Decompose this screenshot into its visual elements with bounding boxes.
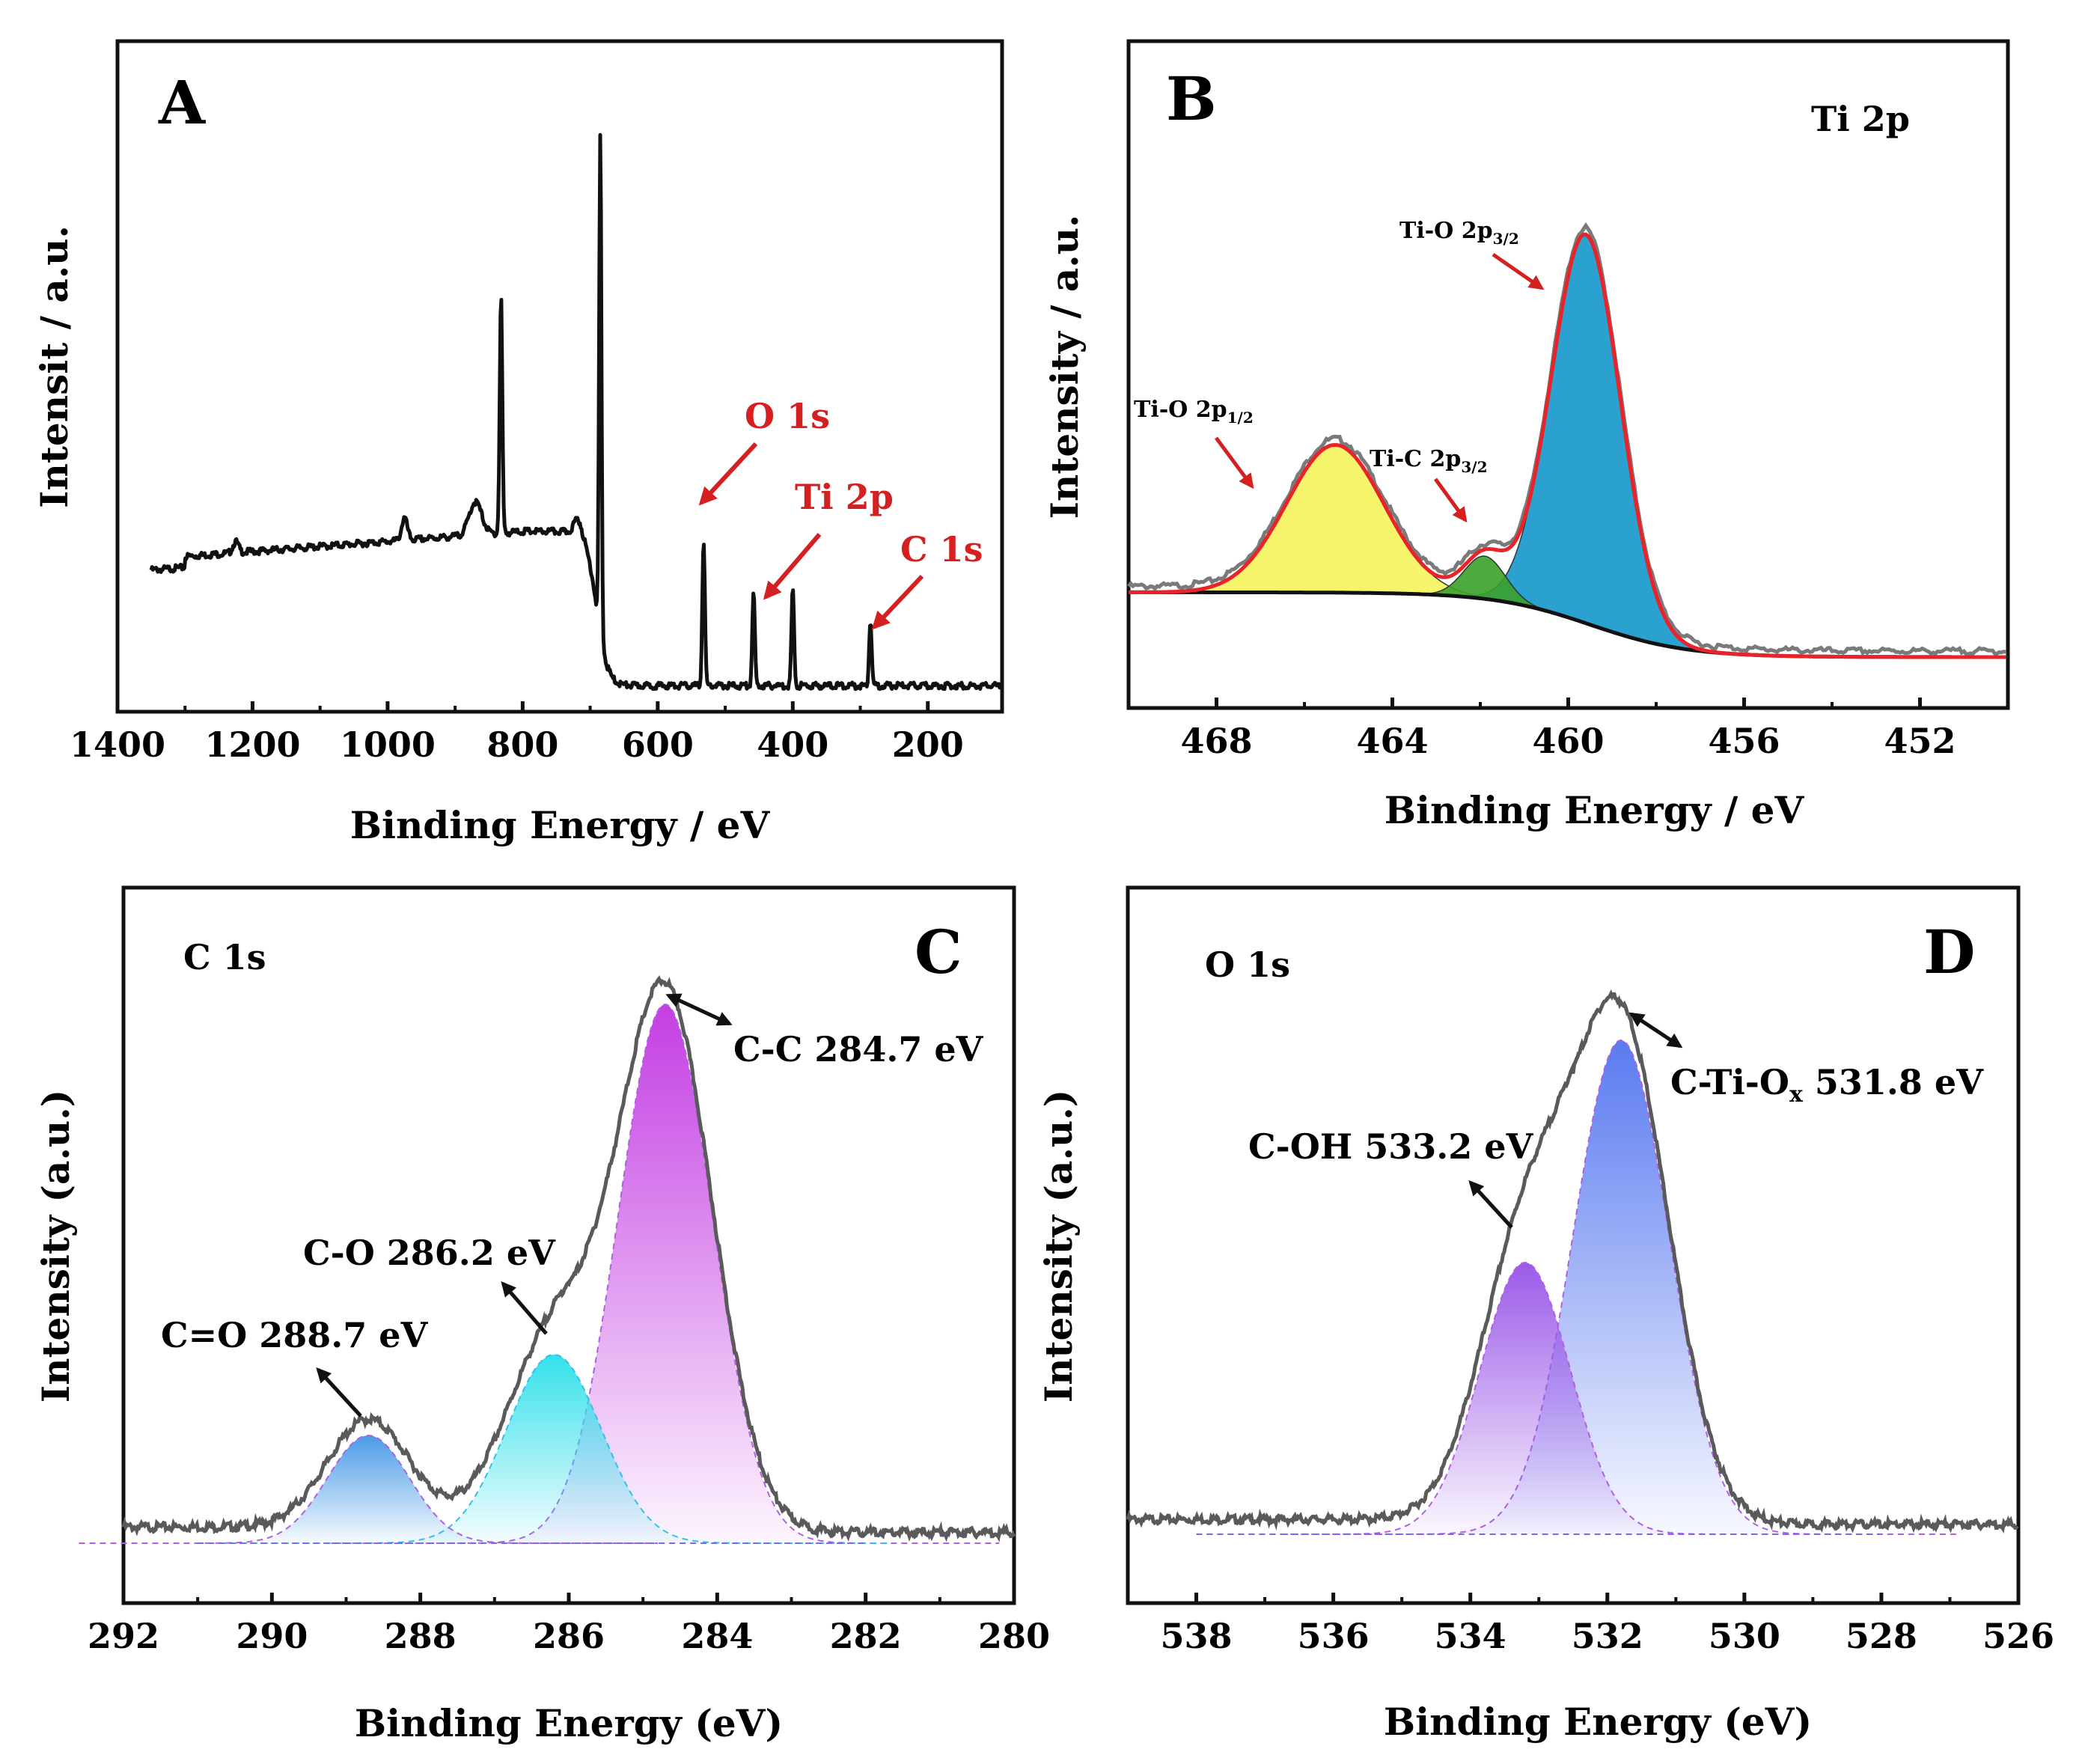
panel-d: 538 536 534 532 530 528 526 Binding Energy (eV…	[1037, 885, 2054, 1744]
x-tick-label: 200	[892, 724, 964, 765]
component-fill	[219, 1355, 888, 1543]
panel-b-fit-envelope	[1129, 232, 2006, 659]
x-tick-label: 280	[978, 1616, 1050, 1656]
panel-b-label-ti-o-2p1-2: Ti-O 2p1/2	[1134, 397, 1254, 427]
panel-a-arrow-o1s	[698, 442, 758, 506]
panel-a-annotation-c1s: C 1s	[900, 529, 983, 570]
x-tick-label: 536	[1298, 1616, 1370, 1656]
panel-a-arrow-ti2p	[763, 533, 822, 600]
panel-b-arrow-ti-o-2p1-2	[1214, 436, 1254, 489]
panel-c-label-co: C-O 286.2 eV	[303, 1233, 556, 1273]
panel-d-component-fills	[1196, 1039, 1960, 1535]
panel-b-title: Ti 2p	[1811, 99, 1910, 139]
panel-a-survey-spectrum	[149, 132, 1003, 692]
component-fill	[1282, 1040, 1960, 1534]
component-fill	[79, 1435, 658, 1543]
component-outline	[331, 1003, 1000, 1544]
x-tick-label: 530	[1709, 1616, 1780, 1656]
panel-c-x-ticks: 292 290 288 286 284 282 280	[88, 1593, 1050, 1656]
panel-a-annotation-o1s: O 1s	[745, 396, 830, 436]
panel-c-label-cc: C-C 284.7 eV	[733, 1029, 984, 1069]
panel-c-arrow-c-eq-o	[316, 1367, 362, 1417]
panel-a-x-axis-label: Binding Energy / eV	[350, 803, 771, 847]
panel-c-title: C 1s	[183, 937, 266, 977]
x-tick-label: 528	[1846, 1616, 1917, 1656]
x-tick-label: 1000	[340, 724, 436, 765]
panel-b-y-axis-label: Intensity / a.u.	[1042, 215, 1087, 519]
panel-b-letter: B	[1166, 64, 1217, 134]
panel-d-arrow-coh	[1468, 1180, 1513, 1229]
panel-d-x-ticks: 538 536 534 532 530 528 526	[1161, 1593, 2054, 1656]
x-tick-label: 286	[533, 1616, 605, 1656]
panel-c-raw-spectrum	[121, 975, 1016, 1542]
x-tick-label: 288	[385, 1616, 457, 1656]
panel-a-y-axis-label: Intensit / a.u.	[32, 225, 76, 508]
panel-a: 1400 1200 1000 800 600 400 200 Binding Energy …	[32, 39, 1004, 847]
panel-b-arrow-ti-o-2p3-2	[1492, 252, 1545, 290]
component-outline	[79, 1434, 658, 1544]
x-tick-label: 532	[1572, 1616, 1643, 1656]
x-tick-label: 282	[830, 1616, 902, 1656]
x-tick-label: 1400	[70, 724, 165, 765]
panel-b-arrow-ti-c-2p3-2	[1433, 477, 1468, 523]
x-tick-label: 600	[622, 724, 694, 765]
x-tick-label: 526	[1982, 1616, 2054, 1656]
panel-d-arrow-cti	[1628, 1012, 1683, 1049]
panel-c: 292 290 288 286 284 282 280 Binding Energy (eV…	[34, 885, 1050, 1745]
x-tick-label: 468	[1180, 721, 1252, 761]
panel-c-component-fills	[79, 1003, 1000, 1544]
panel-a-frame	[115, 39, 1004, 714]
x-tick-label: 800	[486, 724, 558, 765]
panel-c-arrow-co	[501, 1281, 548, 1335]
x-tick-label: 1200	[204, 724, 300, 765]
panel-d-raw-spectrum	[1126, 989, 2019, 1534]
panel-d-title: O 1s	[1205, 944, 1290, 985]
panel-d-y-axis-label: Intensity (a.u.)	[1037, 1090, 1081, 1403]
panel-c-letter: C	[915, 917, 962, 987]
x-tick-label: 290	[236, 1616, 308, 1656]
panel-a-letter: A	[158, 67, 206, 138]
panel-c-arrow-cc	[665, 993, 733, 1026]
panel-c-x-axis-label: Binding Energy (eV)	[355, 1701, 783, 1745]
panel-c-y-axis-label: Intensity (a.u.)	[34, 1090, 78, 1403]
x-tick-label: 460	[1532, 721, 1604, 761]
panel-a-annotation-ti2p: Ti 2p	[795, 477, 894, 517]
x-tick-label: 534	[1435, 1616, 1506, 1656]
x-tick-label: 456	[1708, 721, 1780, 761]
panel-d-label-coh: C-OH 533.2 eV	[1248, 1126, 1534, 1167]
panel-d-label-cti: C-Ti-Ox 531.8 eV	[1670, 1062, 1984, 1108]
x-tick-label: 464	[1356, 721, 1428, 761]
x-tick-label: 452	[1884, 721, 1956, 761]
x-tick-label: 284	[681, 1616, 753, 1656]
panel-b-x-ticks: 468 464 460 456 452	[1180, 698, 1956, 761]
panel-c-label-c-eq-o: C=O 288.7 eV	[161, 1315, 429, 1355]
component-fill	[331, 1004, 1000, 1543]
panel-b-label-ti-o-2p3-2: Ti-O 2p3/2	[1399, 218, 1519, 248]
panel-d-frame	[1126, 885, 2021, 1605]
x-tick-label: 400	[757, 724, 828, 765]
panel-b: 468 464 460 456 452 Binding Energy / eV Inte…	[1042, 39, 2010, 832]
x-tick-label: 538	[1161, 1616, 1233, 1656]
panel-d-letter: D	[1923, 917, 1975, 987]
x-tick-label: 292	[88, 1616, 159, 1656]
panel-a-x-ticks: 1400 1200 1000 800 600 400 200	[70, 701, 964, 765]
panel-b-x-axis-label: Binding Energy / eV	[1385, 788, 1805, 832]
panel-d-x-axis-label: Binding Energy (eV)	[1384, 1700, 1812, 1744]
component-fill	[1206, 1263, 1844, 1534]
panel-a-arrow-c1s	[871, 574, 924, 630]
panel-b-label-ti-c-2p3-2: Ti-C 2p3/2	[1370, 446, 1487, 476]
